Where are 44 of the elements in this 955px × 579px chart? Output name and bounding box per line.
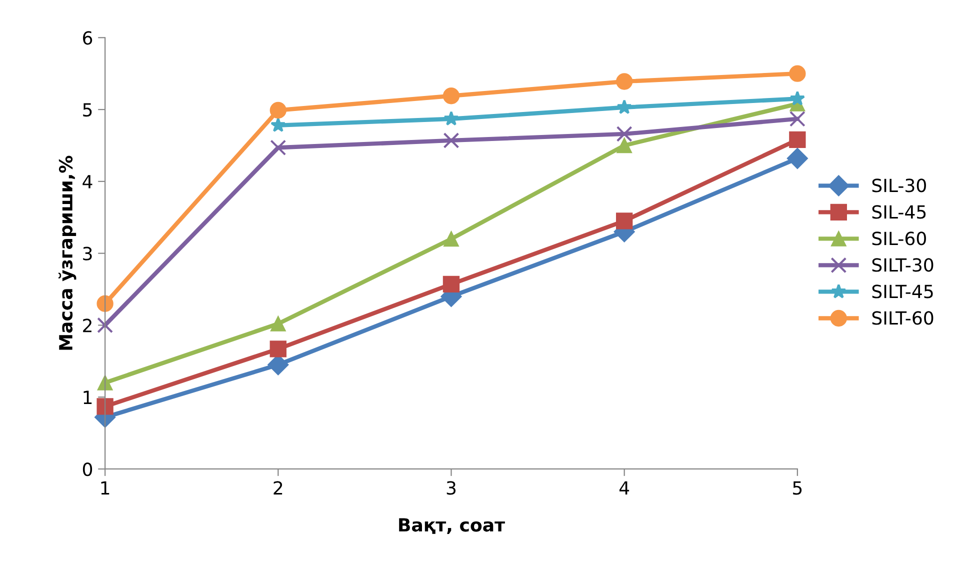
point [616, 73, 633, 90]
x-tick-label: 1 [101, 481, 110, 495]
legend-label: SIL-30 [872, 178, 926, 192]
point [442, 276, 460, 293]
point [616, 138, 632, 154]
point [270, 102, 286, 119]
y-tick-label: 5 [83, 103, 92, 117]
point [790, 90, 806, 106]
y-tick-label: 1 [84, 390, 92, 404]
point [444, 231, 459, 247]
point [96, 398, 114, 415]
x-tick-label: 3 [446, 481, 456, 495]
point [789, 110, 806, 127]
point [789, 65, 806, 82]
point [786, 148, 808, 169]
point [96, 295, 114, 312]
y-tick-label: 0 [82, 462, 92, 476]
x-axis-title: Вақт, соат [399, 518, 505, 534]
x-tick-label: 5 [793, 481, 802, 495]
y-axis-title: Масса ўзгариши,% [58, 156, 76, 350]
point [616, 126, 632, 142]
point [616, 99, 632, 114]
point [270, 140, 286, 156]
y-tick-label: 3 [83, 246, 92, 260]
legend-label: SILT-60 [872, 311, 934, 325]
point [442, 88, 460, 104]
point [616, 212, 633, 230]
point [270, 340, 286, 358]
legend-label: SIL-60 [872, 232, 926, 246]
legend-label: SILT-45 [872, 284, 933, 298]
x-tick-label: 2 [274, 481, 282, 495]
legend-label: SILT-30 [872, 258, 934, 272]
point [97, 375, 113, 390]
legend-label: SIL-45 [872, 205, 926, 219]
point [443, 132, 460, 148]
point [789, 131, 806, 148]
point [97, 317, 114, 334]
y-tick-label: 2 [83, 318, 92, 332]
y-tick-label: 4 [82, 175, 92, 188]
y-tick-label: 6 [83, 31, 92, 45]
point [444, 110, 459, 126]
point [270, 316, 286, 332]
x-tick-label: 4 [619, 481, 630, 495]
point [270, 117, 286, 132]
